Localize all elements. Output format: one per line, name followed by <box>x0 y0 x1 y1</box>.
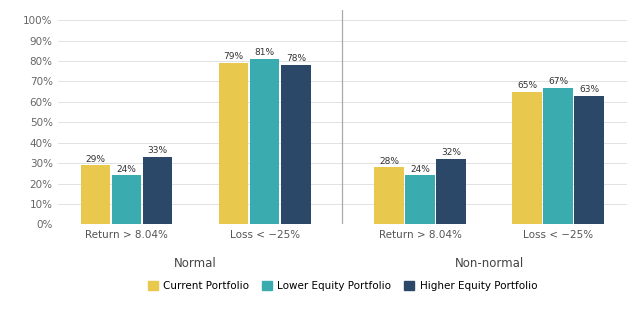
Bar <box>374 167 404 224</box>
Legend: Current Portfolio, Lower Equity Portfolio, Higher Equity Portfolio: Current Portfolio, Lower Equity Portfoli… <box>143 277 541 295</box>
Bar <box>250 59 280 224</box>
Text: 29%: 29% <box>86 154 106 164</box>
Text: 33%: 33% <box>148 146 168 155</box>
Text: 81%: 81% <box>255 48 275 57</box>
Bar <box>575 96 604 224</box>
Bar <box>81 165 110 224</box>
Bar <box>513 92 542 224</box>
Bar <box>219 63 248 224</box>
Bar <box>405 175 435 224</box>
Text: 24%: 24% <box>410 165 430 174</box>
Bar <box>281 65 310 224</box>
Text: 28%: 28% <box>379 156 399 166</box>
Bar <box>143 157 172 224</box>
Text: 32%: 32% <box>441 148 461 157</box>
Text: 63%: 63% <box>579 85 599 94</box>
Text: Normal: Normal <box>174 257 217 270</box>
Text: 67%: 67% <box>548 77 568 86</box>
Bar <box>112 175 141 224</box>
Text: 79%: 79% <box>223 52 244 61</box>
Bar <box>543 87 573 224</box>
Text: 65%: 65% <box>517 81 537 90</box>
Text: Non-normal: Non-normal <box>454 257 524 270</box>
Bar <box>436 159 466 224</box>
Text: 24%: 24% <box>116 165 136 174</box>
Text: 78%: 78% <box>285 54 306 63</box>
